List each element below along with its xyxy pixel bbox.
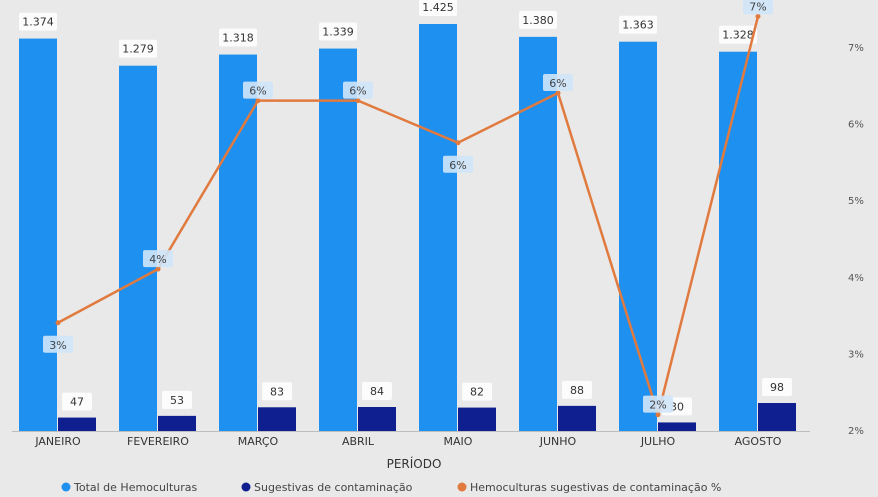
- bar-sugestivas-label-bg-7: [762, 378, 792, 397]
- line-label-bg-5: [543, 73, 573, 91]
- y-right-tick-label-2: 4%: [848, 273, 864, 284]
- line-label-bg-3: [343, 81, 373, 99]
- bar-sugestivas-label-bg-3: [362, 382, 392, 401]
- bar-sugestivas-label-6: 30: [670, 400, 684, 413]
- bar-total-label-6: 1.363: [622, 19, 654, 32]
- x-tick-label-2: MARÇO: [238, 435, 279, 448]
- line-percent: [57, 16, 760, 416]
- bar-total-label-bg-1: [119, 39, 157, 58]
- bars-group: 1.374 47 1.279 53 1.318 83 1.339 84 1.425 82 1.380…: [19, 0, 796, 432]
- legend-label-1: Sugestivas de contaminação: [254, 481, 413, 494]
- line-point-1: [155, 266, 161, 272]
- bar-sugestivas-label-7: 98: [770, 381, 784, 394]
- line-label-6: 2%: [649, 399, 666, 412]
- line-label-1: 4%: [149, 253, 166, 266]
- bar-total-label-bg-5: [519, 10, 557, 29]
- line-label-7: 7%: [749, 0, 766, 13]
- line-label-bg-6: [643, 395, 673, 413]
- bar-total-6: [619, 41, 657, 431]
- bar-sugestivas-6: [658, 422, 696, 431]
- line-point-7: [755, 13, 761, 19]
- bar-sugestivas-5: [558, 405, 596, 431]
- bar-total-label-2: 1.318: [222, 32, 254, 45]
- bar-total-label-bg-4: [419, 0, 457, 16]
- line-point-5: [555, 90, 561, 96]
- bar-total-label-bg-6: [619, 15, 657, 34]
- bar-total-2: [219, 54, 257, 432]
- bar-sugestivas-4: [458, 407, 496, 431]
- bar-total-label-3: 1.339: [322, 26, 354, 39]
- bar-total-1: [119, 65, 157, 431]
- bar-total-label-1: 1.279: [122, 43, 154, 56]
- bar-sugestivas-0: [58, 417, 96, 431]
- bar-total-label-4: 1.425: [422, 1, 454, 14]
- y-right-tick-label-1: 3%: [848, 349, 864, 360]
- x-axis-title: PERÍODO: [387, 456, 442, 471]
- line-label-3: 6%: [349, 85, 366, 98]
- bar-sugestivas-label-bg-0: [62, 392, 92, 411]
- bar-total-3: [319, 48, 357, 431]
- line-label-2: 6%: [249, 85, 266, 98]
- bar-total-0: [19, 38, 57, 431]
- bar-total-label-bg-7: [719, 25, 757, 44]
- bar-sugestivas-2: [258, 407, 296, 431]
- x-tick-label-3: ABRIL: [342, 435, 375, 448]
- line-label-bg-0: [43, 335, 73, 353]
- bar-total-label-bg-2: [219, 28, 257, 47]
- legend-marker-2: [457, 482, 467, 492]
- legend-label-2: Hemoculturas sugestivas de contaminação …: [470, 481, 721, 494]
- line-label-bg-2: [243, 81, 273, 99]
- x-tick-label-1: FEVEREIRO: [127, 435, 189, 448]
- y-right-tick-label-5: 7%: [848, 43, 864, 54]
- bar-sugestivas-label-3: 84: [370, 385, 384, 398]
- bar-sugestivas-label-bg-4: [462, 382, 492, 401]
- y-right-tick-label-0: 2%: [848, 426, 864, 437]
- bar-total-label-7: 1.328: [722, 29, 754, 42]
- bar-sugestivas-label-0: 47: [70, 396, 84, 409]
- x-tick-label-4: MAIO: [444, 435, 473, 448]
- bar-sugestivas-1: [158, 415, 196, 431]
- bar-total-label-0: 1.374: [22, 16, 54, 29]
- bar-sugestivas-7: [758, 403, 796, 431]
- legend-marker-0: [61, 482, 71, 492]
- bar-sugestivas-label-bg-5: [562, 380, 592, 399]
- x-tick-label-6: JULHO: [640, 435, 676, 448]
- bar-total-label-bg-0: [19, 12, 57, 31]
- legend-marker-1: [241, 482, 251, 492]
- line-point-3: [355, 98, 361, 104]
- bar-total-7: [719, 51, 757, 432]
- line-label-5: 6%: [549, 77, 566, 90]
- line-group: 3% 4% 6% 6% 6% 6% 2% 7%: [43, 0, 773, 418]
- bar-sugestivas-3: [358, 407, 396, 431]
- line-label-0: 3%: [49, 339, 66, 352]
- bar-sugestivas-label-2: 83: [270, 385, 284, 398]
- legend-label-0: Total de Hemoculturas: [73, 481, 198, 494]
- bar-total-4: [419, 23, 457, 431]
- line-label-bg-4: [443, 155, 473, 173]
- bar-sugestivas-label-5: 88: [570, 384, 584, 397]
- line-point-4: [455, 140, 461, 146]
- y-right-tick-label-3: 5%: [848, 196, 864, 207]
- bar-sugestivas-label-4: 82: [470, 386, 484, 399]
- line-label-bg-1: [143, 250, 173, 268]
- bar-sugestivas-label-bg-1: [162, 390, 192, 409]
- line-point-2: [255, 98, 261, 104]
- y-right-tick-label-4: 6%: [848, 120, 864, 131]
- bar-total-label-5: 1.380: [522, 14, 554, 27]
- bar-total-label-bg-3: [319, 22, 357, 41]
- bar-sugestivas-label-bg-2: [262, 382, 292, 401]
- axis-group: JANEIRO FEVEREIRO MARÇO ABRIL MAIO JUNHO JULHO…: [12, 43, 864, 448]
- line-point-6: [655, 412, 661, 418]
- x-tick-label-7: AGOSTO: [735, 435, 782, 448]
- line-point-0: [55, 320, 61, 326]
- bar-sugestivas-label-1: 53: [170, 394, 184, 407]
- legend: Total de Hemoculturas Sugestivas de conta…: [61, 481, 721, 494]
- x-tick-label-0: JANEIRO: [34, 435, 81, 448]
- line-label-4: 6%: [449, 159, 466, 172]
- x-tick-label-5: JUNHO: [539, 435, 577, 448]
- line-label-bg-7: [743, 0, 773, 15]
